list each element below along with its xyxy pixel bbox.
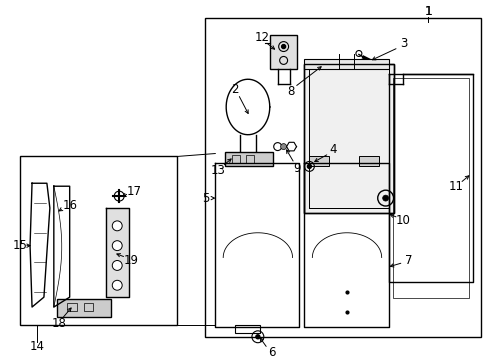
- Bar: [66, 303, 77, 311]
- Text: 16: 16: [62, 198, 77, 212]
- Bar: [205, 18, 480, 337]
- Bar: [245, 154, 253, 163]
- Bar: [20, 157, 176, 325]
- Circle shape: [280, 144, 286, 149]
- Circle shape: [112, 280, 122, 290]
- Bar: [57, 299, 111, 317]
- Bar: [304, 64, 393, 213]
- Circle shape: [307, 165, 311, 168]
- Text: 14: 14: [29, 340, 44, 353]
- Text: 3: 3: [399, 37, 407, 50]
- Text: 12: 12: [254, 31, 269, 44]
- Text: 18: 18: [51, 318, 66, 330]
- Bar: [392, 78, 468, 298]
- Circle shape: [255, 335, 259, 339]
- Bar: [83, 303, 93, 311]
- Bar: [269, 35, 297, 69]
- Bar: [358, 157, 378, 166]
- Circle shape: [112, 241, 122, 251]
- Text: 1: 1: [424, 5, 431, 18]
- Bar: [235, 325, 259, 333]
- Text: 4: 4: [329, 143, 336, 156]
- Text: 1: 1: [424, 5, 431, 18]
- Text: 10: 10: [395, 215, 410, 228]
- Bar: [309, 69, 388, 208]
- Bar: [309, 69, 388, 208]
- Bar: [232, 154, 240, 163]
- Text: 13: 13: [210, 164, 225, 177]
- Text: 17: 17: [126, 185, 141, 198]
- Circle shape: [382, 195, 388, 201]
- Text: 9: 9: [293, 162, 301, 175]
- Text: 8: 8: [286, 85, 294, 98]
- Text: 19: 19: [123, 254, 138, 267]
- Text: 7: 7: [404, 254, 411, 267]
- Circle shape: [112, 221, 122, 231]
- Text: 6: 6: [267, 346, 275, 359]
- Bar: [304, 59, 388, 69]
- Bar: [225, 152, 272, 166]
- Circle shape: [112, 261, 122, 270]
- Bar: [304, 64, 393, 213]
- Text: 2: 2: [231, 83, 238, 96]
- Text: 15: 15: [13, 239, 27, 252]
- Text: 5: 5: [201, 192, 209, 204]
- Bar: [309, 157, 328, 166]
- Text: 11: 11: [447, 180, 463, 193]
- Polygon shape: [106, 208, 129, 297]
- Circle shape: [281, 45, 285, 49]
